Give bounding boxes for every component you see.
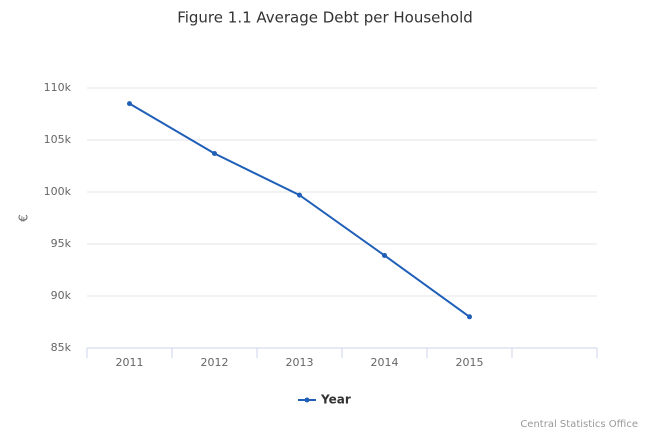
y-tick-label: 105k — [44, 133, 72, 146]
x-tick-label: 2014 — [371, 356, 399, 369]
y-tick-label: 110k — [44, 81, 72, 94]
data-point — [467, 314, 472, 320]
y-tick-label: 100k — [44, 185, 72, 198]
y-tick-label: 90k — [51, 289, 72, 302]
x-tick-label: 2013 — [286, 356, 314, 369]
x-tick-label: 2015 — [456, 356, 484, 369]
chart-title: Figure 1.1 Average Debt per Household — [177, 9, 473, 27]
legend-marker — [304, 397, 310, 403]
legend-label: Year — [320, 393, 351, 407]
data-point — [382, 252, 387, 258]
x-tick-label: 2011 — [116, 356, 144, 369]
y-tick-label: 95k — [51, 237, 72, 250]
credits: Central Statistics Office — [520, 419, 638, 430]
data-point — [127, 101, 132, 107]
x-tick-label: 2012 — [201, 356, 229, 369]
data-point — [212, 151, 217, 157]
series-line — [128, 102, 471, 318]
y-axis-label: € — [17, 214, 31, 222]
data-point — [297, 192, 302, 198]
y-tick-label: 85k — [51, 341, 72, 354]
